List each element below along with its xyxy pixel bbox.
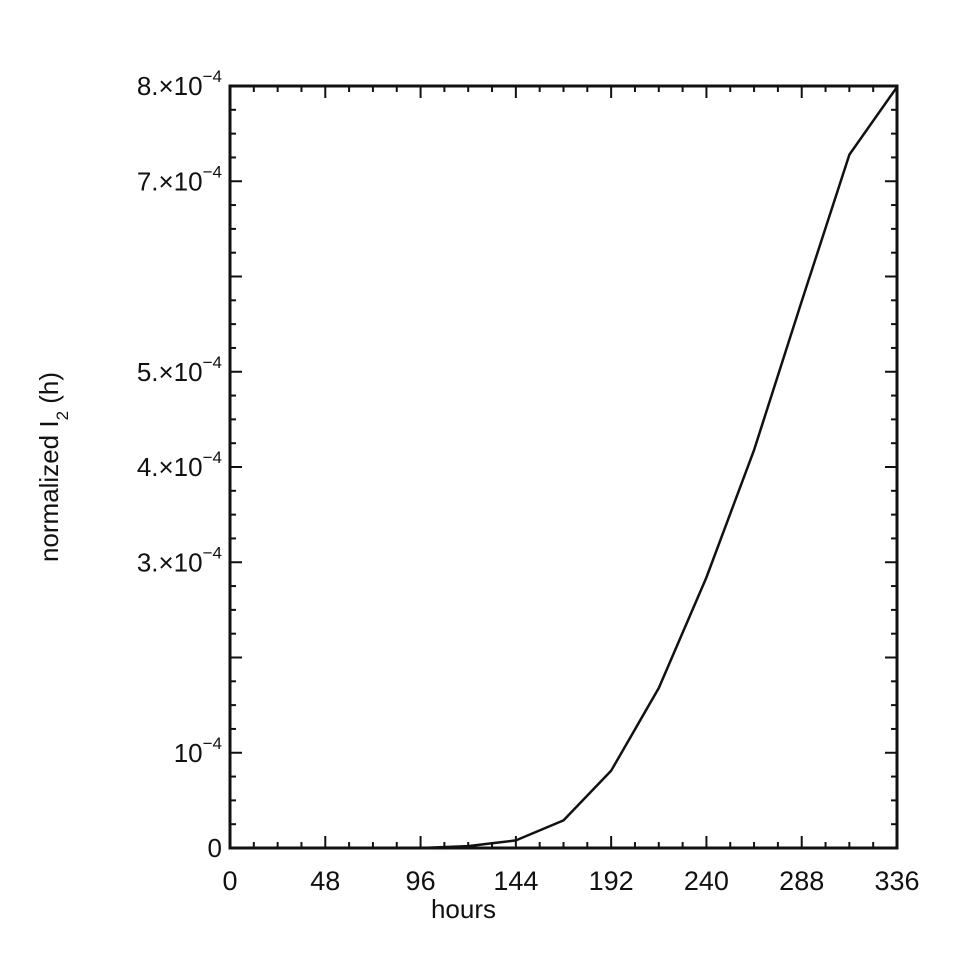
y-axis-label-subscript: 2 — [53, 411, 72, 420]
series-line — [230, 86, 899, 850]
tick-marks — [229, 85, 898, 849]
y-tick-label: 7.×10−4 — [137, 162, 222, 196]
x-tick-label: 288 — [779, 866, 824, 896]
y-tick-label: 0 — [208, 833, 222, 863]
y-tick-label: 10−4 — [174, 734, 222, 768]
plot-frame — [228, 84, 899, 850]
y-tick-label: 4.×10−4 — [137, 448, 222, 482]
y-tick-label: 5.×10−4 — [137, 353, 222, 387]
x-axis-label: hours — [431, 894, 496, 924]
y-tick-label: 3.×10−4 — [137, 543, 222, 577]
x-tick-label: 96 — [406, 866, 436, 896]
x-tick-label: 48 — [310, 866, 340, 896]
y-tick-label: 8.×10−4 — [137, 67, 222, 101]
x-tick-label: 192 — [589, 866, 634, 896]
x-tick-label: 336 — [874, 866, 919, 896]
x-tick-label: 240 — [684, 866, 729, 896]
y-tick-labels: 0 10−4 3.×10−4 4.×10−4 5.×10−4 7.×10−4 8.×10−4 — [137, 67, 222, 863]
x-tick-labels: 0 48 96 144 192 240 288 336 — [222, 866, 919, 896]
x-tick-label: 144 — [493, 866, 538, 896]
x-tick-label: 0 — [222, 866, 237, 896]
y-axis-label-main: normalized I — [34, 420, 64, 562]
y-axis-label-tail: (h) — [34, 372, 64, 411]
y-axis-label: normalized I2 (h) — [34, 372, 72, 562]
